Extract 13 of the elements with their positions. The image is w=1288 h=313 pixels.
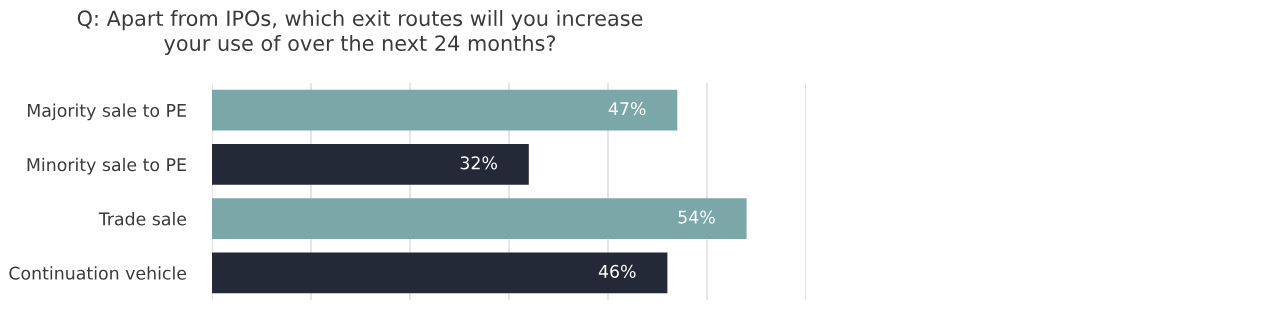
- bar: [212, 252, 668, 294]
- bar: [212, 198, 747, 239]
- y-tick-label: Trade sale: [98, 212, 187, 226]
- bar: [212, 89, 678, 131]
- data-label: 46%: [598, 264, 636, 278]
- data-label: 47%: [608, 102, 646, 116]
- chart-title: Q: Apart from IPOs, which exit routes will you increase your use of over the next 24 months?: [77, 10, 643, 56]
- data-label: 54%: [678, 210, 715, 224]
- y-tick-label: Majority sale to PE: [27, 103, 186, 121]
- data-label: 32%: [460, 156, 497, 170]
- y-tick-label: Minority sale to PE: [27, 157, 186, 175]
- y-tick-label: Continuation vehicle: [9, 266, 187, 280]
- bar: [212, 144, 529, 185]
